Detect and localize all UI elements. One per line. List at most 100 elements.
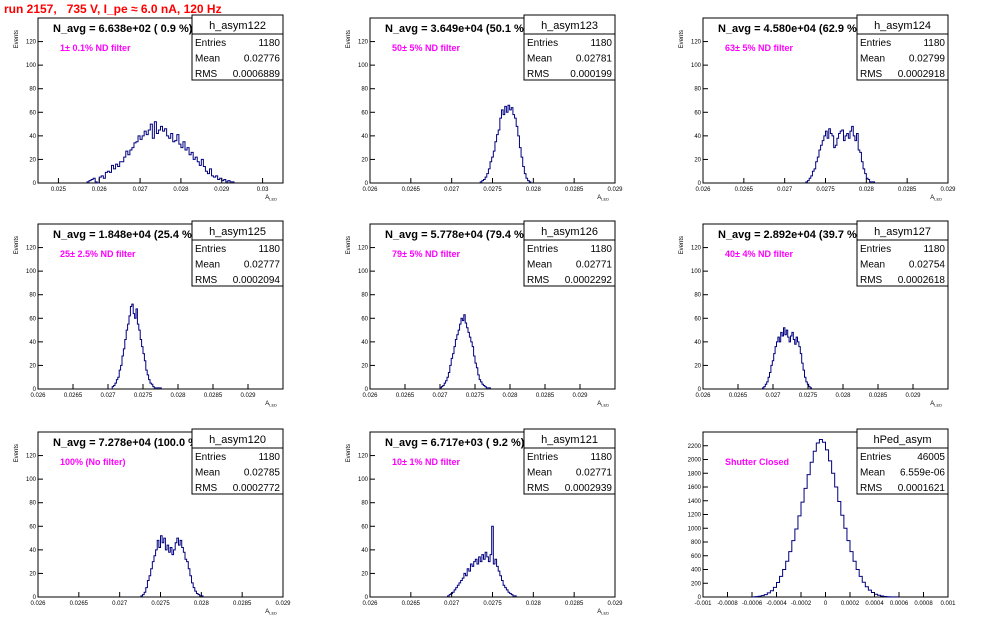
y-tick-label: 100 — [26, 477, 37, 483]
y-tick-label: 20 — [361, 157, 368, 163]
x-tick-label: 0.028 — [173, 187, 189, 193]
y-tick-label: 80 — [29, 501, 36, 507]
y-tick-label: 0 — [698, 387, 702, 393]
panel-h_asym126: 0.026 0.0265 0.027 0.0275 0.028 0.0285 0.029 0 2… — [346, 220, 616, 408]
stats-value: 0.000199 — [570, 69, 612, 80]
y-tick-label: 120 — [26, 40, 37, 46]
histogram-name: h_asym121 — [541, 434, 598, 446]
x-tick-label: 0.0275 — [466, 393, 485, 399]
x-tick-label: 0.0285 — [233, 601, 252, 607]
x-tick-label: 0.029 — [240, 393, 256, 399]
y-axis-label: Events — [346, 30, 352, 48]
x-tick-label: 0.0265 — [729, 393, 748, 399]
stats-value: 0.0002918 — [898, 69, 946, 80]
y-tick-label: 1600 — [688, 485, 702, 491]
stats-value: 0.0002292 — [565, 275, 613, 286]
stats-value: 0.0002094 — [233, 275, 281, 286]
y-tick-label: 0 — [33, 595, 37, 601]
x-tick-label: 0 — [824, 601, 828, 607]
stats-box — [856, 239, 949, 287]
y-tick-label: 40 — [29, 340, 36, 346]
x-tick-label: 0.028 — [170, 393, 186, 399]
x-tick-label: 0.0285 — [536, 393, 555, 399]
y-axis-label: Events — [14, 444, 20, 462]
stats-label: Mean — [860, 260, 885, 271]
x-tick-label: 0.027 — [432, 393, 448, 399]
stats-label: Mean — [195, 468, 220, 479]
x-tick-label: 0.027 — [777, 187, 793, 193]
filter-annotation: 100% (No filter) — [60, 457, 126, 467]
x-tick-label: 0.0285 — [565, 187, 584, 193]
y-tick-label: 120 — [691, 246, 702, 252]
histogram-line — [762, 327, 812, 389]
x-axis-label: ALED — [930, 195, 942, 202]
y-tick-label: 0 — [365, 595, 369, 601]
x-tick-label: -0.001 — [694, 601, 712, 607]
run-title: run 2157, 735 V, I_pe ≈ 6.0 nA, 120 Hz — [4, 2, 222, 16]
stats-value: 1180 — [258, 244, 280, 255]
y-tick-label: 2000 — [688, 458, 702, 464]
x-tick-label: 0.025 — [51, 187, 67, 193]
stats-value: 0.0002618 — [898, 275, 946, 286]
stats-label: Mean — [527, 260, 552, 271]
stats-box — [523, 239, 616, 287]
histogram-name: h_asym122 — [209, 20, 266, 32]
stats-value: 1180 — [923, 38, 945, 49]
histogram-name: hPed_asym — [873, 434, 931, 446]
stats-box — [523, 33, 616, 81]
x-tick-label: 0.03 — [257, 187, 269, 193]
y-tick-label: 40 — [694, 340, 701, 346]
x-tick-label: -0.0002 — [791, 601, 812, 607]
y-tick-label: 80 — [29, 87, 36, 93]
y-tick-label: 80 — [361, 293, 368, 299]
histogram-line — [111, 303, 162, 389]
stats-value: 46005 — [917, 452, 945, 463]
y-tick-label: 20 — [29, 363, 36, 369]
stats-label: Mean — [860, 54, 885, 65]
stats-box — [856, 447, 949, 495]
x-tick-label: 0.0275 — [799, 393, 818, 399]
stats-label: Entries — [527, 244, 558, 255]
y-tick-label: 1400 — [688, 499, 702, 505]
filter-annotation: 50± 5% ND filter — [392, 43, 460, 53]
stats-label: Entries — [195, 244, 226, 255]
x-tick-label: 0.0265 — [64, 393, 83, 399]
panel-h_asym120: 0.026 0.0265 0.027 0.0275 0.028 0.0285 0.029 0 2… — [14, 428, 291, 616]
n-avg-title: N_avg = 4.580e+04 (62.9 %) — [718, 23, 861, 35]
y-tick-label: 60 — [361, 316, 368, 322]
panel-h_asym123: 0.026 0.0265 0.027 0.0275 0.028 0.0285 0.029 0 2… — [346, 14, 623, 202]
stats-value: 0.02771 — [576, 468, 613, 479]
stats-value: 0.02754 — [909, 260, 946, 271]
x-tick-label: 0.0004 — [865, 601, 884, 607]
stats-value: 0.0002772 — [233, 483, 281, 494]
stats-value: 0.02785 — [244, 468, 281, 479]
y-tick-label: 40 — [361, 134, 368, 140]
stats-box — [191, 447, 284, 495]
x-tick-label: 0.001 — [940, 601, 956, 607]
x-tick-label: 0.0275 — [134, 393, 153, 399]
stats-label: Entries — [860, 244, 891, 255]
histogram-line — [805, 125, 875, 183]
x-tick-label: 0.0275 — [483, 601, 502, 607]
stats-box — [191, 239, 284, 287]
stats-value: 0.02777 — [244, 260, 281, 271]
x-tick-label: 0.029 — [607, 187, 623, 193]
y-tick-label: 20 — [29, 571, 36, 577]
histogram-line — [86, 121, 235, 184]
n-avg-title: N_avg = 2.892e+04 (39.7 %) — [718, 229, 861, 241]
filter-annotation: 40± 4% ND filter — [725, 249, 793, 259]
stats-value: 1180 — [258, 38, 280, 49]
x-tick-label: 0.0285 — [565, 601, 584, 607]
n-avg-title: N_avg = 7.278e+04 (100.0 %) — [53, 437, 202, 449]
filter-annotation: 1± 0.1% ND filter — [60, 43, 131, 53]
filter-annotation: 10± 1% ND filter — [392, 457, 460, 467]
histogram-name: h_asym120 — [209, 434, 266, 446]
y-tick-label: 40 — [361, 340, 368, 346]
stats-value: 1180 — [923, 244, 945, 255]
filter-annotation: 63± 5% ND filter — [725, 43, 793, 53]
x-axis-label-subscript: LED — [934, 403, 942, 408]
x-tick-label: 0.0285 — [204, 393, 223, 399]
x-axis-label-subscript: LED — [601, 197, 609, 202]
y-tick-label: 0 — [698, 595, 702, 601]
y-tick-label: 20 — [29, 157, 36, 163]
